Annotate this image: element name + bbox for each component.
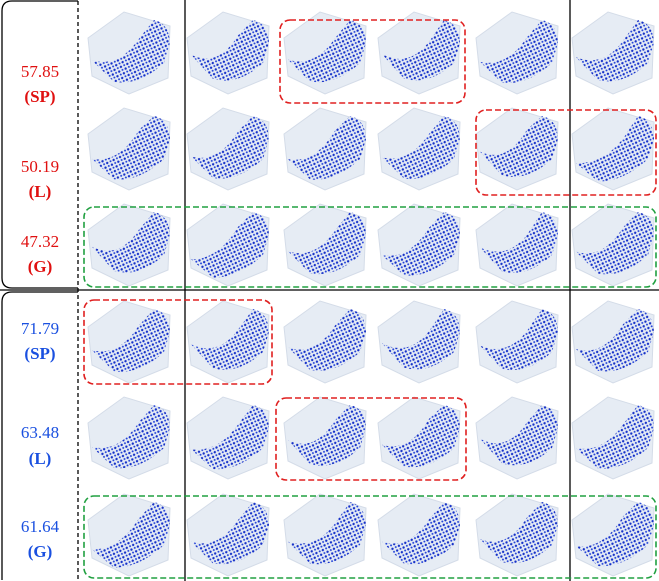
score: 71.79 bbox=[21, 319, 59, 338]
row-labels: 57.85 (SP) 50.19 (L) 47.32 (G) 71.79 (SP) 63.48 (… bbox=[21, 62, 60, 561]
score: 63.48 bbox=[21, 423, 59, 442]
score: 61.64 bbox=[21, 517, 60, 536]
method-label: (SP) bbox=[24, 344, 55, 363]
method-label: (G) bbox=[28, 542, 53, 561]
point-cloud-grid bbox=[88, 12, 654, 576]
method-label: (L) bbox=[29, 449, 52, 468]
score: 50.19 bbox=[21, 157, 59, 176]
score: 57.85 bbox=[21, 62, 59, 81]
method-label: (SP) bbox=[24, 87, 55, 106]
method-label: (G) bbox=[28, 257, 53, 276]
figure: 57.85 (SP) 50.19 (L) 47.32 (G) 71.79 (SP) 63.48 (… bbox=[0, 0, 659, 581]
method-label: (L) bbox=[29, 182, 52, 201]
score: 47.32 bbox=[21, 232, 59, 251]
